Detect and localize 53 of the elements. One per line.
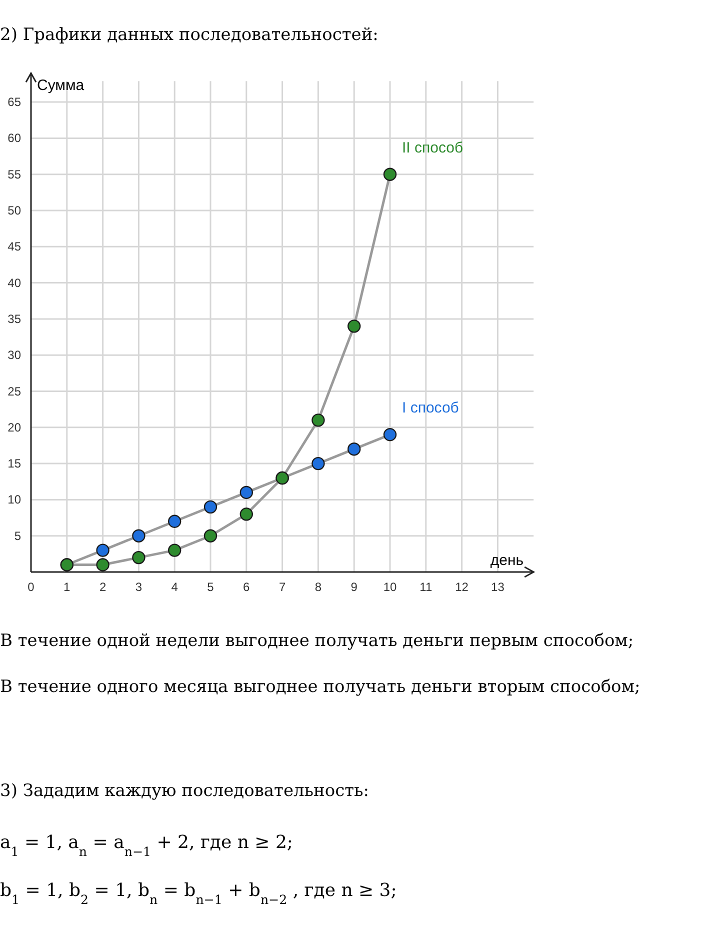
point <box>383 168 397 181</box>
y-tick-label: 55 <box>8 167 22 182</box>
point <box>132 529 146 542</box>
point <box>240 508 253 521</box>
y-tick-label: 45 <box>8 240 22 254</box>
point <box>96 558 110 572</box>
point <box>240 486 253 500</box>
y-axis-title: Сумма <box>37 77 85 94</box>
series-label: I способ <box>402 400 459 417</box>
point <box>168 514 182 528</box>
text: b$_{1}$ = 1, b$_{2}$ = 1, b$_{n}$ = b$_{n−1}$ + b$_{n−2}$, где n ≥ 3; <box>0 880 397 906</box>
text: a$_{1}$ = 1, a$_{n}$ = a$_{n−1}$ + 2, где n ≥ 2; <box>0 832 293 858</box>
x-tick-label: 8 <box>314 580 322 594</box>
point <box>204 529 218 542</box>
x-tick-label: 3 <box>135 580 142 594</box>
x-tick-label: 10 <box>383 580 397 594</box>
point <box>204 500 218 514</box>
y-tick-label: 10 <box>8 492 22 507</box>
x-tick-label: 4 <box>171 580 178 594</box>
x-tick-label: 7 <box>278 580 286 594</box>
series-label: II способ <box>402 139 464 156</box>
y-tick-label: 5 <box>14 528 22 543</box>
x-tick-label: 1 <box>64 580 71 594</box>
x-tick-label: 13 <box>491 580 505 594</box>
y-tick-label: 30 <box>8 348 22 362</box>
point <box>96 544 110 557</box>
y-tick-label: 60 <box>8 131 22 146</box>
x-tick-label: 11 <box>420 580 432 594</box>
point <box>168 544 182 557</box>
point <box>348 442 361 456</box>
point <box>383 428 397 442</box>
y-tick-label: 65 <box>8 95 22 110</box>
y-tick-label: 50 <box>8 204 22 218</box>
x-tick-label: 2 <box>99 580 106 594</box>
x-tick-label: 12 <box>455 580 469 594</box>
x-tick-label: 9 <box>350 580 358 594</box>
x-tick-label: 6 <box>243 580 250 594</box>
text: 3) Зададим каждую последовательность: <box>0 781 370 801</box>
y-tick-label: 40 <box>8 276 22 290</box>
chart-title: 2) Графики данных последовательностей: <box>0 25 378 45</box>
x-axis-title: день <box>490 552 524 569</box>
y-tick-label: 35 <box>8 312 22 326</box>
y-tick-label: 25 <box>8 384 22 398</box>
text: В течение одного месяца выгоднее получать деньги вторым способом; <box>0 677 640 697</box>
point <box>312 414 325 427</box>
x-tick-label: 0 <box>28 580 35 594</box>
y-tick-label: 15 <box>8 456 22 471</box>
point <box>132 550 146 564</box>
text: В течение одной недели выгоднее получать деньги первым способом; <box>0 631 634 651</box>
y-tick-label: 20 <box>8 420 22 434</box>
point <box>348 320 361 333</box>
x-tick-label: 5 <box>207 580 214 594</box>
point <box>312 456 325 470</box>
